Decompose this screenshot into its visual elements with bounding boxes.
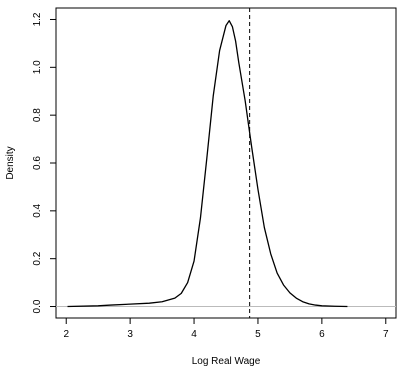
x-axis: 2 3 4 5 6 7 bbox=[63, 318, 389, 340]
y-axis-label: Density bbox=[5, 146, 16, 179]
x-tick-label: 6 bbox=[319, 329, 325, 340]
x-tick-label: 3 bbox=[127, 329, 133, 340]
x-tick-label: 7 bbox=[383, 329, 389, 340]
x-tick-label: 5 bbox=[255, 329, 261, 340]
y-tick-label: 0.4 bbox=[32, 203, 43, 217]
y-tick-label: 1.0 bbox=[32, 60, 43, 74]
y-tick-label: 1.2 bbox=[32, 12, 43, 26]
y-tick-label: 0.0 bbox=[32, 299, 43, 313]
x-axis-label: Log Real Wage bbox=[192, 356, 261, 367]
density-curve bbox=[67, 20, 348, 308]
x-tick-label: 4 bbox=[191, 329, 197, 340]
plot-content bbox=[56, 8, 396, 318]
y-tick-label: 0.6 bbox=[32, 156, 43, 170]
y-axis: 0.0 0.2 0.4 0.6 0.8 1.0 1.2 bbox=[32, 12, 56, 313]
y-tick-label: 0.8 bbox=[32, 108, 43, 122]
plot-frame bbox=[55, 7, 397, 319]
y-tick-label: 0.2 bbox=[32, 251, 43, 265]
x-tick-label: 2 bbox=[63, 329, 69, 340]
